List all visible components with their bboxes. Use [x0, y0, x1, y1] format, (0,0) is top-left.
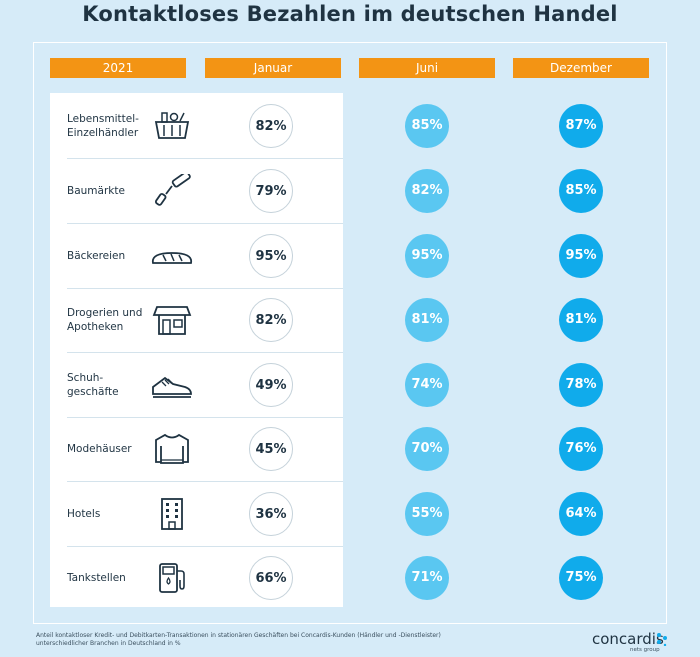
footnote-line-1: Anteil kontaktloser Kredit- und Debitkar…	[36, 632, 441, 639]
row-label: Drogerien und Apotheken	[67, 306, 149, 334]
value-juni: 82%	[405, 169, 449, 213]
bread-icon	[150, 239, 194, 273]
row-divider	[67, 158, 343, 159]
row-divider	[67, 546, 343, 547]
row-label-line: Tankstellen	[67, 572, 126, 584]
row-label: Schuh-geschäfte	[67, 371, 149, 399]
fuel-pump-icon	[150, 561, 194, 595]
row-label: Hotels	[67, 507, 149, 521]
logo-dots-icon	[657, 633, 667, 646]
row-label-line: Hotels	[67, 508, 101, 520]
value-januar: 45%	[249, 427, 293, 471]
storefront-icon	[150, 303, 194, 337]
logo-subtitle: nets group	[630, 647, 660, 653]
value-januar: 49%	[249, 363, 293, 407]
row-label-line: Schuh-	[67, 372, 104, 384]
header-januar: Januar	[205, 58, 341, 78]
row-label: Tankstellen	[67, 571, 149, 585]
value-juni: 74%	[405, 363, 449, 407]
value-januar: 82%	[249, 298, 293, 342]
row-label: Modehäuser	[67, 442, 149, 456]
row-label-line: Modehäuser	[67, 443, 132, 455]
row-divider	[67, 288, 343, 289]
sneaker-icon	[150, 368, 194, 402]
sweater-icon	[150, 432, 194, 466]
shopping-basket-icon	[150, 109, 194, 143]
header-year: 2021	[50, 58, 186, 78]
page-title: Kontaktloses Bezahlen im deutschen Hande…	[82, 2, 618, 26]
row-divider	[67, 417, 343, 418]
footnote: Anteil kontaktloser Kredit- und Debitkar…	[36, 632, 496, 648]
hotel-building-icon	[150, 497, 194, 531]
value-dezember: 76%	[559, 427, 603, 471]
value-dezember: 85%	[559, 169, 603, 213]
row-label: Bäckereien	[67, 249, 149, 263]
footnote-line-2: unterschiedlicher Branchen in Deutschlan…	[36, 640, 181, 647]
value-dezember: 64%	[559, 492, 603, 536]
row-label-line: geschäfte	[67, 386, 119, 398]
value-dezember: 87%	[559, 104, 603, 148]
row-label-line: Bäckereien	[67, 250, 126, 262]
value-dezember: 78%	[559, 363, 603, 407]
row-divider	[67, 223, 343, 224]
value-juni: 70%	[405, 427, 449, 471]
row-label-line: Apotheken	[67, 321, 124, 333]
value-januar: 79%	[249, 169, 293, 213]
row-label-line: Drogerien und	[67, 307, 143, 319]
row-label: Baumärkte	[67, 184, 149, 198]
value-juni: 71%	[405, 556, 449, 600]
row-divider	[67, 352, 343, 353]
row-label-line: Baumärkte	[67, 185, 125, 197]
value-dezember: 75%	[559, 556, 603, 600]
row-label-line: Einzelhändler	[67, 127, 139, 139]
row-divider	[67, 481, 343, 482]
concardis-logo: concardis	[592, 630, 664, 648]
value-januar: 82%	[249, 104, 293, 148]
category-panel	[50, 93, 343, 607]
row-label: Lebensmittel- Einzelhändler	[67, 112, 149, 140]
header-juni: Juni	[359, 58, 495, 78]
table-frame	[33, 42, 667, 624]
value-juni: 81%	[405, 298, 449, 342]
value-dezember: 81%	[559, 298, 603, 342]
header-dezember: Dezember	[513, 58, 649, 78]
value-januar: 36%	[249, 492, 293, 536]
value-juni: 55%	[405, 492, 449, 536]
paint-roller-icon	[150, 171, 194, 208]
row-label-line: Lebensmittel-	[67, 113, 139, 125]
value-januar: 66%	[249, 556, 293, 600]
value-juni: 85%	[405, 104, 449, 148]
value-juni: 95%	[405, 234, 449, 278]
value-januar: 95%	[249, 234, 293, 278]
value-dezember: 95%	[559, 234, 603, 278]
